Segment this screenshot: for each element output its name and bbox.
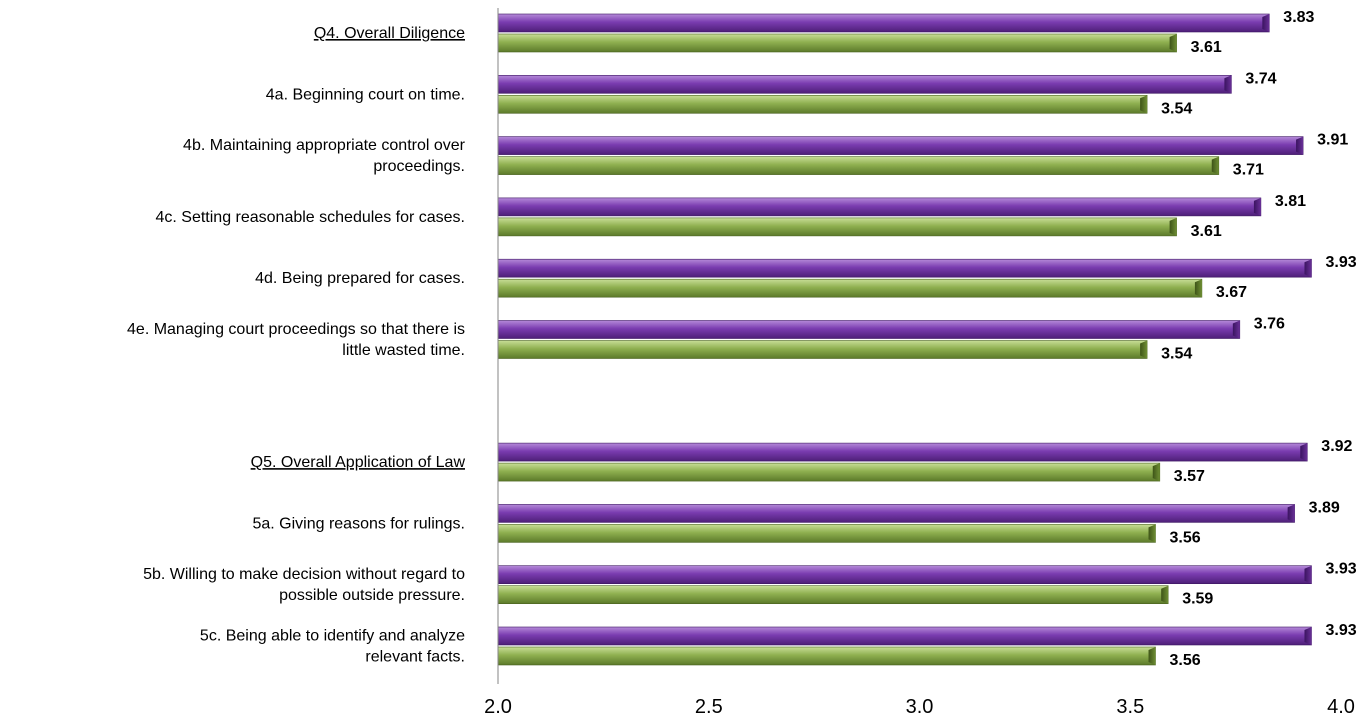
data-label: 3.61 bbox=[1191, 39, 1222, 56]
bar-purple bbox=[497, 320, 1241, 339]
bar-end-green bbox=[1140, 340, 1148, 359]
bar-end-purple bbox=[1296, 136, 1304, 155]
bar-end-purple bbox=[1304, 627, 1312, 645]
data-label: 3.61 bbox=[1191, 223, 1222, 240]
data-label: 3.89 bbox=[1309, 499, 1340, 516]
bar-end-purple bbox=[1232, 320, 1240, 339]
bar-end-purple bbox=[1304, 565, 1312, 584]
bar-purple bbox=[497, 75, 1232, 94]
data-label: 3.93 bbox=[1326, 561, 1357, 578]
bar-end-green bbox=[1140, 95, 1148, 114]
category-label: possible outside pressure. bbox=[279, 587, 465, 604]
category-label: proceedings. bbox=[373, 158, 465, 175]
bar-green bbox=[497, 95, 1148, 114]
bar-purple bbox=[497, 626, 1312, 646]
bar-purple bbox=[497, 197, 1262, 217]
bar-end-green bbox=[1194, 279, 1202, 298]
bar-purple bbox=[497, 565, 1312, 585]
category-label: relevant facts. bbox=[365, 649, 465, 666]
x-tick-label: 2.5 bbox=[695, 696, 723, 718]
category-label: 4b. Maintaining appropriate control over bbox=[183, 137, 466, 154]
data-label: 3.54 bbox=[1161, 346, 1192, 363]
category-label: Q4. Overall Diligence bbox=[314, 25, 465, 42]
data-label: 3.93 bbox=[1326, 622, 1357, 639]
bar-green bbox=[497, 585, 1169, 605]
category-label: 5c. Being able to identify and analyze bbox=[200, 628, 465, 645]
category-label: 4a. Beginning court on time. bbox=[266, 86, 465, 103]
category-label: 5a. Giving reasons for rulings. bbox=[252, 515, 465, 532]
category-label: 4c. Setting reasonable schedules for cas… bbox=[155, 209, 465, 226]
bar-purple bbox=[497, 442, 1308, 462]
bar-end-green bbox=[1169, 34, 1177, 52]
data-label: 3.92 bbox=[1321, 438, 1352, 455]
category-label: 4d. Being prepared for cases. bbox=[255, 270, 465, 287]
data-label: 3.56 bbox=[1170, 652, 1201, 669]
data-label: 3.83 bbox=[1283, 9, 1314, 26]
bar-end-green bbox=[1161, 585, 1169, 604]
data-label: 3.57 bbox=[1174, 468, 1205, 485]
category-label: 4e. Managing court proceedings so that t… bbox=[127, 321, 465, 338]
bars bbox=[497, 13, 1312, 666]
bar-end-purple bbox=[1253, 197, 1261, 216]
bar-green bbox=[497, 340, 1148, 359]
bar-green bbox=[497, 278, 1203, 298]
category-label: 5b. Willing to make decision without reg… bbox=[143, 566, 465, 583]
data-label: 3.93 bbox=[1326, 254, 1357, 271]
x-tick-label: 4.0 bbox=[1327, 696, 1355, 718]
bar-green bbox=[497, 156, 1220, 175]
bar-green bbox=[497, 33, 1177, 53]
data-label: 3.71 bbox=[1233, 162, 1264, 179]
bar-end-green bbox=[1211, 156, 1219, 175]
bar-purple bbox=[497, 136, 1304, 155]
x-tick-label: 3.5 bbox=[1116, 696, 1144, 718]
bar-green bbox=[497, 646, 1156, 666]
bar-end-purple bbox=[1287, 504, 1295, 523]
bar-purple bbox=[497, 13, 1270, 33]
bar-purple bbox=[497, 258, 1312, 278]
bar-end-purple bbox=[1300, 443, 1308, 462]
bar-end-purple bbox=[1224, 75, 1232, 94]
bar-purple bbox=[497, 504, 1295, 523]
category-label: Q5. Overall Application of Law bbox=[251, 454, 466, 471]
data-label: 3.67 bbox=[1216, 284, 1247, 301]
data-label: 3.81 bbox=[1275, 193, 1306, 210]
axes: 2.0 2.5 3.0 3.5 4.0 bbox=[484, 8, 1355, 718]
value-labels: 3.83 3.61 3.74 3.54 3.91 3.71 3.81 3.61 3.93 3.67… bbox=[1161, 9, 1357, 669]
data-label: 3.76 bbox=[1254, 316, 1285, 333]
x-tick-label: 3.0 bbox=[906, 696, 934, 718]
category-label: little wasted time. bbox=[342, 342, 465, 359]
bar-end-green bbox=[1148, 647, 1156, 665]
data-label: 3.54 bbox=[1161, 100, 1192, 117]
data-label: 3.74 bbox=[1245, 70, 1276, 87]
bar-end-purple bbox=[1262, 14, 1270, 32]
data-label: 3.56 bbox=[1170, 529, 1201, 546]
data-label: 3.91 bbox=[1317, 132, 1348, 149]
bar-end-green bbox=[1152, 463, 1160, 482]
bar-green bbox=[497, 524, 1156, 543]
x-tick-label: 2.0 bbox=[484, 696, 512, 718]
bar-end-green bbox=[1148, 524, 1156, 543]
data-label: 3.59 bbox=[1182, 591, 1213, 608]
bar-end-purple bbox=[1304, 259, 1312, 278]
bar-end-green bbox=[1169, 217, 1177, 236]
bar-green bbox=[497, 217, 1177, 237]
bar-green bbox=[497, 462, 1161, 482]
category-labels: Q4. Overall Diligence 4a. Beginning court… bbox=[127, 25, 466, 666]
